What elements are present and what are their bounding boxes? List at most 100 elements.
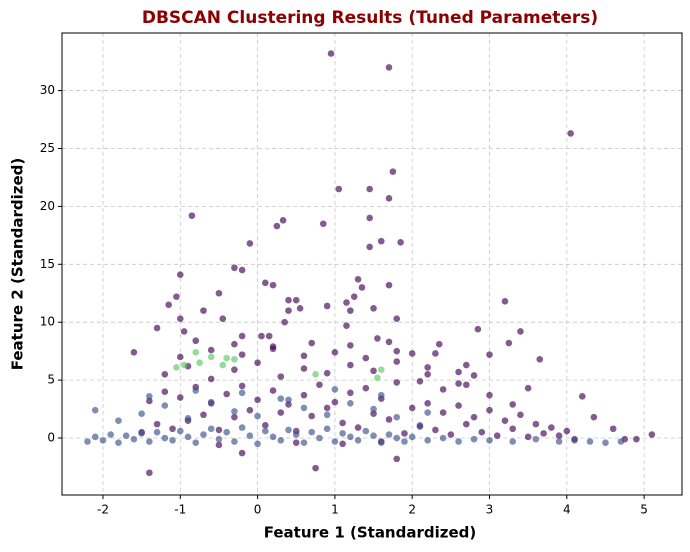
point: [107, 431, 115, 438]
point: [238, 351, 246, 358]
point: [262, 279, 269, 287]
point: [200, 411, 207, 419]
point: [180, 361, 188, 369]
x-tick-label: 1: [331, 503, 339, 517]
point: [358, 284, 366, 291]
point: [285, 401, 292, 408]
point: [339, 440, 346, 448]
point: [362, 427, 370, 435]
point: [279, 216, 287, 224]
point: [246, 240, 254, 247]
point: [153, 420, 161, 428]
point: [153, 324, 161, 332]
plot-frame: [61, 32, 683, 496]
point: [385, 338, 393, 346]
point: [138, 410, 145, 417]
point: [463, 381, 470, 389]
point: [180, 328, 188, 335]
point: [362, 354, 370, 362]
point: [374, 335, 381, 342]
point: [470, 413, 478, 421]
point: [354, 437, 362, 444]
point: [424, 364, 431, 371]
point: [509, 438, 516, 445]
point: [184, 433, 192, 441]
point: [231, 355, 238, 363]
point: [590, 413, 598, 421]
point: [354, 276, 362, 283]
point: [540, 430, 547, 437]
point: [122, 432, 130, 440]
point: [509, 425, 516, 433]
point: [300, 404, 308, 412]
point: [501, 417, 509, 424]
point: [347, 389, 354, 397]
point: [308, 339, 316, 347]
point: [393, 434, 401, 442]
point: [377, 366, 385, 373]
point: [555, 432, 563, 440]
point: [517, 411, 524, 419]
x-tick-label: 2: [408, 503, 416, 517]
point: [308, 428, 316, 436]
point: [439, 409, 447, 416]
point: [408, 350, 416, 357]
point: [393, 413, 401, 421]
point: [277, 395, 285, 402]
point: [192, 439, 200, 446]
point: [223, 390, 230, 398]
point: [281, 318, 288, 326]
point: [555, 438, 563, 445]
point: [377, 237, 385, 245]
point: [176, 315, 184, 323]
point: [370, 405, 377, 413]
point: [354, 424, 362, 431]
point: [374, 374, 381, 382]
point: [176, 427, 184, 435]
point: [207, 346, 215, 354]
point: [463, 361, 470, 369]
point: [455, 438, 462, 445]
x-tick-label: 0: [254, 503, 262, 517]
point: [238, 332, 246, 340]
point: [571, 437, 578, 444]
point: [424, 409, 431, 416]
point: [285, 396, 292, 404]
y-tick-label: 0: [47, 431, 55, 445]
series: [130, 50, 656, 477]
point: [470, 372, 478, 379]
point: [316, 434, 323, 442]
point: [385, 194, 393, 202]
point: [389, 168, 397, 175]
point: [238, 382, 246, 390]
point: [176, 394, 184, 401]
point: [258, 332, 265, 340]
point: [385, 431, 393, 438]
point: [474, 325, 482, 333]
point: [567, 130, 574, 137]
point: [602, 439, 609, 446]
point: [370, 432, 377, 440]
point: [269, 343, 277, 350]
point: [563, 427, 571, 435]
point: [509, 401, 516, 408]
point: [277, 437, 285, 444]
point: [401, 430, 408, 437]
point: [347, 307, 354, 314]
point: [493, 432, 501, 440]
point: [578, 393, 586, 400]
point: [285, 296, 292, 304]
point: [196, 359, 203, 367]
point: [370, 410, 377, 417]
point: [517, 328, 524, 335]
point: [215, 441, 223, 449]
point: [176, 353, 184, 361]
point: [323, 411, 331, 419]
point: [91, 406, 99, 414]
point: [273, 222, 281, 230]
point: [327, 50, 335, 57]
point: [455, 368, 462, 376]
point: [207, 398, 215, 406]
point: [347, 433, 354, 441]
